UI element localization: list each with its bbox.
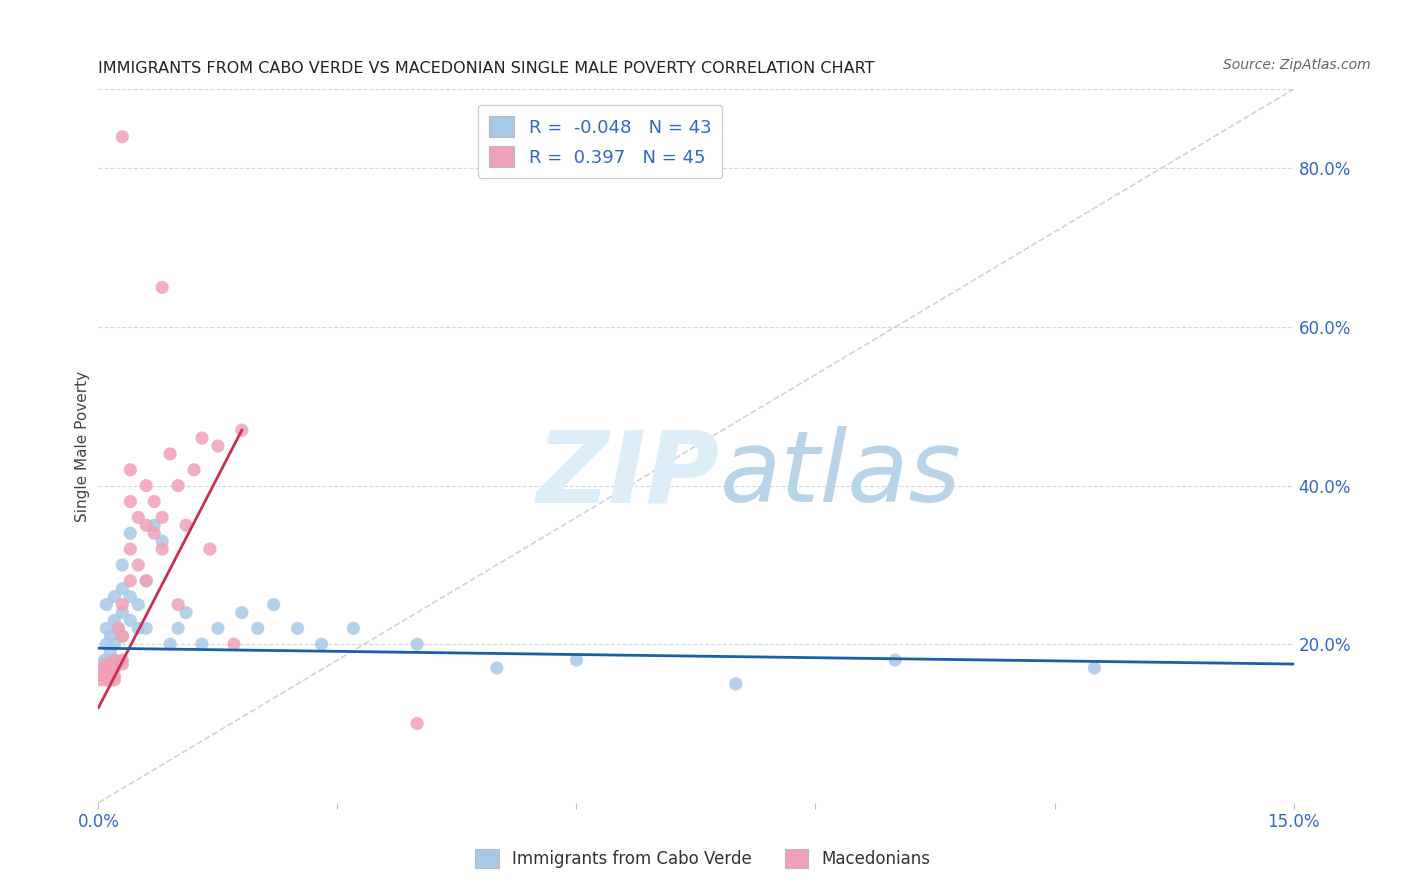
- Text: ZIP: ZIP: [537, 426, 720, 523]
- Point: [135, 518, 157, 533]
- Point: [96, 669, 118, 683]
- Point: [1083, 661, 1105, 675]
- Point: [100, 645, 122, 659]
- Point: [111, 629, 134, 643]
- Legend: Immigrants from Cabo Verde, Macedonians: Immigrants from Cabo Verde, Macedonians: [468, 842, 938, 875]
- Text: atlas: atlas: [720, 426, 962, 523]
- Point: [150, 280, 173, 294]
- Point: [100, 661, 122, 675]
- Point: [120, 526, 142, 541]
- Point: [263, 598, 285, 612]
- Point: [111, 129, 134, 144]
- Point: [135, 478, 157, 492]
- Point: [96, 661, 118, 675]
- Point: [287, 621, 309, 635]
- Point: [135, 621, 157, 635]
- Point: [103, 614, 125, 628]
- Point: [103, 653, 125, 667]
- Point: [94, 665, 117, 679]
- Point: [246, 621, 269, 635]
- Point: [120, 494, 142, 508]
- Point: [103, 653, 125, 667]
- Point: [159, 637, 181, 651]
- Point: [94, 653, 117, 667]
- Point: [127, 598, 149, 612]
- Point: [91, 661, 114, 675]
- Text: Source: ZipAtlas.com: Source: ZipAtlas.com: [1223, 58, 1371, 72]
- Point: [198, 542, 221, 557]
- Point: [143, 494, 166, 508]
- Point: [91, 669, 114, 683]
- Point: [127, 621, 149, 635]
- Point: [103, 673, 125, 687]
- Point: [724, 677, 747, 691]
- Point: [96, 598, 118, 612]
- Point: [107, 621, 129, 635]
- Point: [150, 534, 173, 549]
- Point: [96, 637, 118, 651]
- Point: [222, 637, 245, 651]
- Point: [485, 661, 508, 675]
- Point: [406, 637, 429, 651]
- Point: [111, 558, 134, 572]
- Point: [135, 574, 157, 588]
- Point: [111, 653, 134, 667]
- Legend: R =  -0.048   N = 43, R =  0.397   N = 45: R = -0.048 N = 43, R = 0.397 N = 45: [478, 105, 723, 178]
- Point: [159, 447, 181, 461]
- Point: [143, 518, 166, 533]
- Point: [143, 526, 166, 541]
- Point: [191, 431, 214, 445]
- Point: [103, 590, 125, 604]
- Point: [884, 653, 907, 667]
- Point: [565, 653, 588, 667]
- Point: [111, 629, 134, 643]
- Point: [150, 510, 173, 524]
- Point: [96, 621, 118, 635]
- Point: [107, 621, 129, 635]
- Point: [120, 590, 142, 604]
- Point: [183, 463, 205, 477]
- Point: [111, 657, 134, 671]
- Point: [100, 673, 122, 687]
- Point: [406, 716, 429, 731]
- Point: [111, 606, 134, 620]
- Point: [103, 657, 125, 671]
- Point: [120, 614, 142, 628]
- Point: [342, 621, 364, 635]
- Point: [103, 669, 125, 683]
- Point: [96, 657, 118, 671]
- Point: [174, 518, 197, 533]
- Point: [127, 558, 149, 572]
- Point: [97, 665, 120, 679]
- Point: [167, 598, 190, 612]
- Point: [174, 606, 197, 620]
- Point: [111, 598, 134, 612]
- Point: [207, 439, 229, 453]
- Point: [207, 621, 229, 635]
- Point: [191, 637, 214, 651]
- Point: [150, 542, 173, 557]
- Point: [96, 673, 118, 687]
- Point: [100, 629, 122, 643]
- Text: IMMIGRANTS FROM CABO VERDE VS MACEDONIAN SINGLE MALE POVERTY CORRELATION CHART: IMMIGRANTS FROM CABO VERDE VS MACEDONIAN…: [98, 61, 875, 76]
- Y-axis label: Single Male Poverty: Single Male Poverty: [75, 370, 90, 522]
- Point: [111, 582, 134, 596]
- Point: [120, 542, 142, 557]
- Point: [231, 423, 253, 437]
- Point: [120, 574, 142, 588]
- Point: [311, 637, 333, 651]
- Point: [231, 606, 253, 620]
- Point: [167, 621, 190, 635]
- Point: [120, 463, 142, 477]
- Point: [101, 661, 124, 675]
- Point: [91, 657, 114, 671]
- Point: [90, 673, 112, 687]
- Point: [103, 661, 125, 675]
- Point: [135, 574, 157, 588]
- Point: [103, 637, 125, 651]
- Point: [127, 510, 149, 524]
- Point: [167, 478, 190, 492]
